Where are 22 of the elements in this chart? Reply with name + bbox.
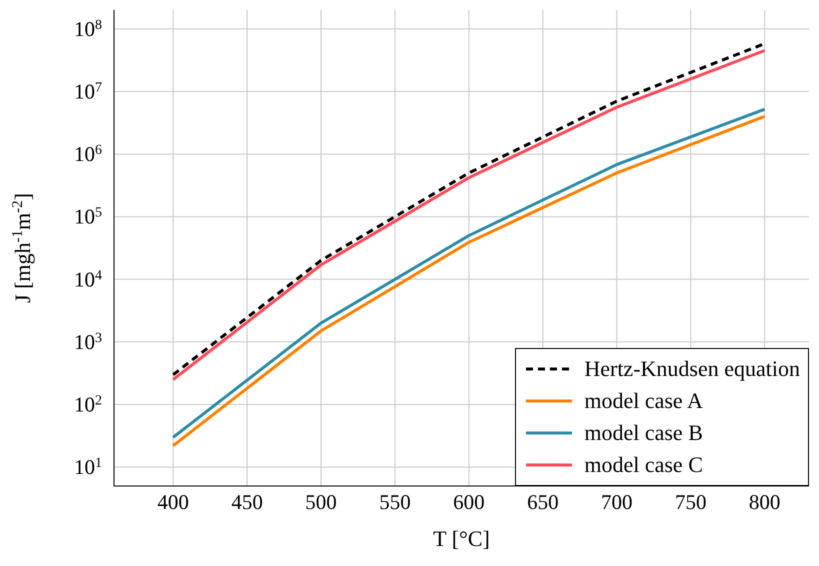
x-tick-label: 400 [157,490,189,514]
x-tick-label: 550 [379,490,411,514]
y-tick-label: 10$^{4}$ [74,267,102,292]
y-tick-label: 10$^{8}$ [74,16,102,41]
x-axis-title: T [°C] [433,526,490,551]
y-tick-label: 10$^{6}$ [74,142,102,166]
x-tick-label: 500 [305,490,337,514]
legend-label: model case A [584,388,703,414]
x-tick-label: 650 [527,490,559,514]
y-tick-label: 10$^{7}$ [74,79,102,104]
y-tick-label: 10$^{5}$ [74,204,102,229]
legend-label: Hertz-Knudsen equation [584,356,800,382]
legend-label: model case C [584,452,703,478]
y-tick-label: 10$^{3}$ [74,330,102,354]
x-tick-label: 800 [748,490,780,514]
x-tick-label: 450 [231,490,263,514]
x-tick-label: 600 [453,490,485,514]
y-tick-label: 10$^{2}$ [74,392,102,417]
x-tick-label: 750 [674,490,706,514]
x-tick-label: 700 [601,490,633,514]
legend-label: model case B [584,420,703,446]
y-tick-label: 10$^{1}$ [74,455,102,480]
